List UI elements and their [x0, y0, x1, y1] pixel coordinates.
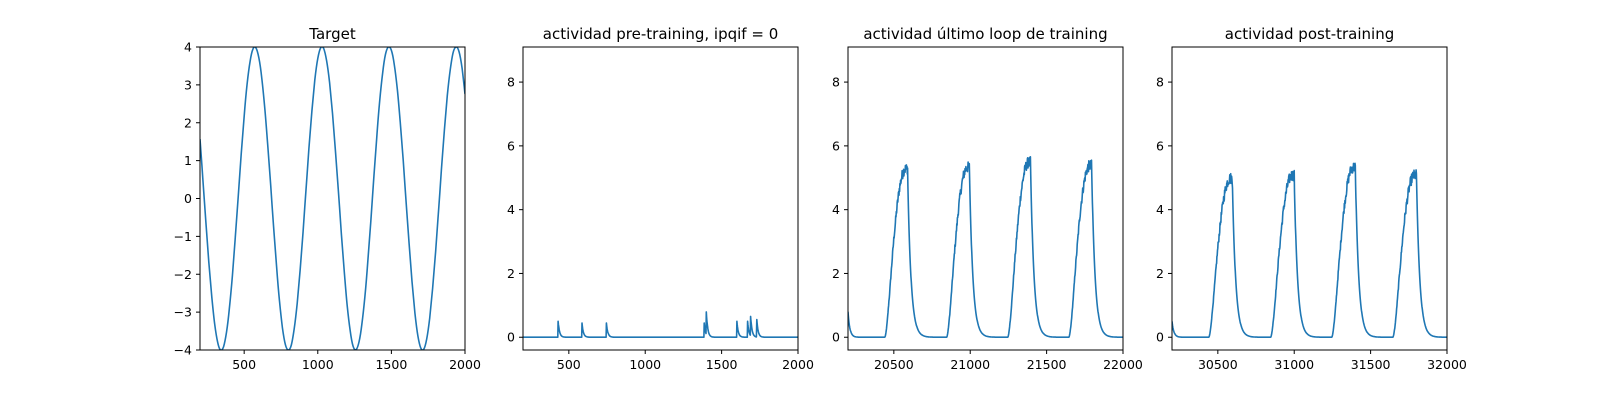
y-tick-label: −3 — [174, 305, 192, 320]
y-tick-label: −1 — [174, 229, 192, 244]
y-tick-label: 2 — [184, 115, 192, 130]
y-tick-label: 2 — [507, 266, 515, 281]
y-tick-label: 6 — [1156, 138, 1164, 153]
x-tick-label: 2000 — [449, 357, 481, 372]
x-tick-label: 500 — [557, 357, 581, 372]
subplot-title: actividad pre-training, ipqif = 0 — [543, 25, 779, 43]
y-tick-label: 8 — [832, 75, 840, 90]
x-tick-label: 30500 — [1198, 357, 1238, 372]
y-tick-label: 1 — [184, 153, 192, 168]
series-line — [200, 47, 465, 350]
x-tick-label: 1500 — [375, 357, 407, 372]
y-tick-label: 4 — [832, 202, 840, 217]
subplot-title: Target — [308, 25, 356, 43]
y-tick-label: 2 — [1156, 266, 1164, 281]
x-tick-label: 1000 — [629, 357, 661, 372]
x-tick-label: 20500 — [874, 357, 914, 372]
subplot-2: 500 1000 1500 2000 0 2 4 6 8 actividad pre-traini… — [507, 25, 814, 372]
x-tick-label: 500 — [232, 357, 256, 372]
plot-frame — [522, 46, 799, 351]
series-line — [1172, 162, 1447, 338]
x-tick-label: 22000 — [1103, 357, 1143, 372]
y-tick-label: 4 — [184, 40, 192, 55]
y-tick-label: 0 — [832, 330, 840, 345]
y-tick-label: −4 — [174, 343, 192, 358]
x-tick-label: 2000 — [782, 357, 814, 372]
y-tick-label: 6 — [832, 138, 840, 153]
y-tick-label: 8 — [1156, 75, 1164, 90]
x-tick-label: 21000 — [950, 357, 990, 372]
plot-frame — [1171, 46, 1448, 351]
subplot-title: actividad post-training — [1225, 25, 1394, 43]
x-tick-label: 31000 — [1274, 357, 1314, 372]
y-tick-label: 0 — [507, 330, 515, 345]
y-tick-label: 4 — [1156, 202, 1164, 217]
subplot-1: 500 1000 1500 2000 −4 −3 −2 −1 0 1 2 3 4 Target — [174, 25, 481, 372]
y-tick-label: 3 — [184, 77, 192, 92]
y-tick-label: 4 — [507, 202, 515, 217]
y-tick-label: 6 — [507, 138, 515, 153]
y-tick-label: 0 — [184, 191, 192, 206]
y-tick-label: 8 — [507, 75, 515, 90]
x-tick-label: 1000 — [302, 357, 334, 372]
series-line — [523, 311, 798, 338]
x-tick-label: 21500 — [1027, 357, 1067, 372]
y-tick-label: 2 — [832, 266, 840, 281]
x-tick-label: 1500 — [706, 357, 738, 372]
plot-frame — [847, 46, 1124, 351]
x-tick-label: 31500 — [1351, 357, 1391, 372]
y-tick-label: −2 — [174, 267, 192, 282]
plot-frame — [199, 46, 466, 351]
y-tick-label: 0 — [1156, 330, 1164, 345]
x-tick-label: 32000 — [1427, 357, 1467, 372]
subplot-3: 20500 21000 21500 22000 0 2 4 6 8 actividad últim… — [832, 25, 1143, 372]
subplot-4: 30500 31000 31500 32000 0 2 4 6 8 actividad post-… — [1156, 25, 1467, 372]
subplot-title: actividad último loop de training — [863, 25, 1107, 43]
series-line — [848, 156, 1123, 338]
